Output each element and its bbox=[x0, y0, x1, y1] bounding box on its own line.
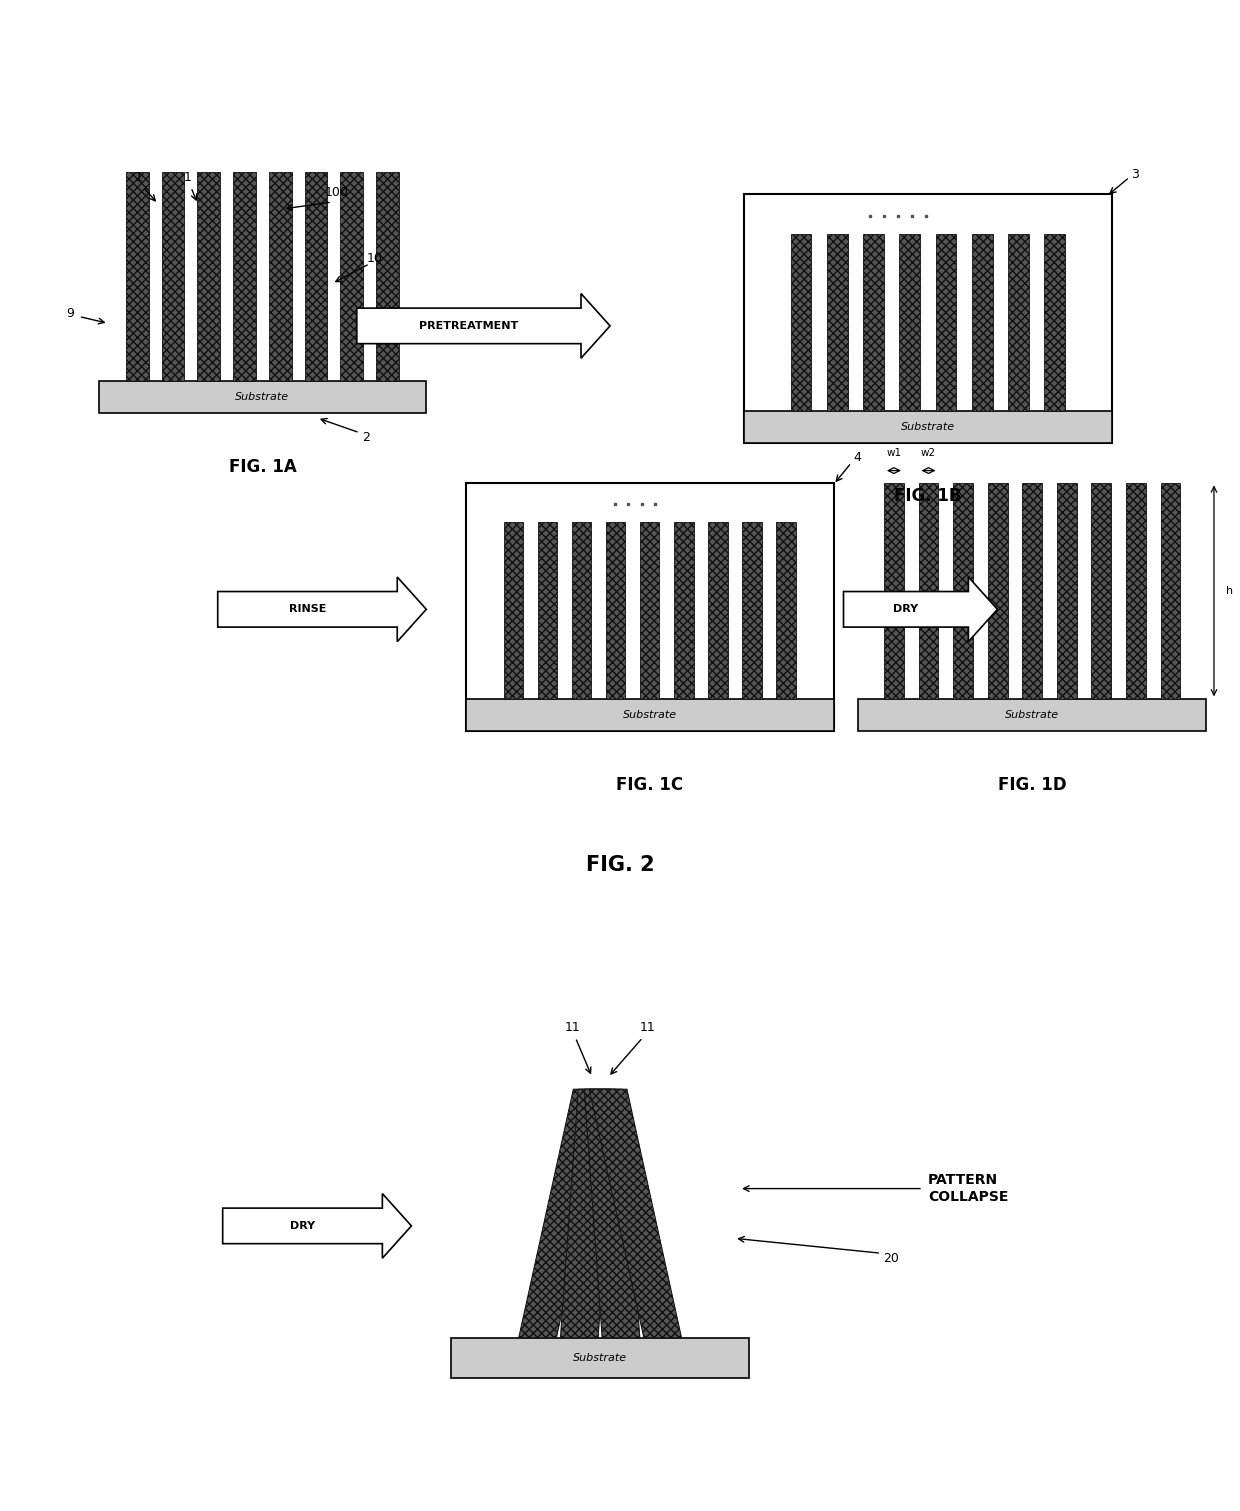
Text: 11: 11 bbox=[640, 1021, 656, 1035]
Polygon shape bbox=[589, 1089, 682, 1337]
Bar bbox=[919, 482, 939, 700]
Bar bbox=[503, 523, 523, 700]
Bar bbox=[305, 172, 327, 381]
Text: FIG. 1A: FIG. 1A bbox=[228, 458, 296, 476]
Polygon shape bbox=[223, 1194, 412, 1259]
Bar bbox=[572, 523, 591, 700]
Bar bbox=[884, 482, 904, 700]
Bar bbox=[640, 523, 660, 700]
Bar bbox=[1091, 482, 1111, 700]
Bar bbox=[954, 482, 973, 700]
Text: h: h bbox=[1226, 586, 1233, 595]
Bar bbox=[791, 234, 811, 411]
Polygon shape bbox=[584, 1089, 640, 1337]
Text: 3: 3 bbox=[1132, 168, 1140, 181]
Bar bbox=[197, 172, 221, 381]
Bar bbox=[743, 523, 761, 700]
Text: Substrate: Substrate bbox=[900, 422, 955, 432]
Bar bbox=[98, 381, 427, 413]
Bar bbox=[744, 193, 1112, 443]
Bar bbox=[1126, 482, 1146, 700]
Text: FIG. 1C: FIG. 1C bbox=[616, 775, 683, 793]
Text: PRETREATMENT: PRETREATMENT bbox=[419, 320, 518, 331]
Bar bbox=[606, 523, 625, 700]
Bar bbox=[376, 172, 399, 381]
Text: DRY: DRY bbox=[290, 1221, 315, 1231]
Bar bbox=[1044, 234, 1065, 411]
Text: w1: w1 bbox=[887, 447, 901, 458]
Bar bbox=[744, 411, 1112, 443]
Bar bbox=[466, 700, 833, 731]
Bar bbox=[269, 172, 291, 381]
Text: 11: 11 bbox=[564, 1021, 580, 1035]
Text: Substrate: Substrate bbox=[573, 1352, 627, 1363]
Bar bbox=[1008, 234, 1029, 411]
Text: PATTERN
COLLAPSE: PATTERN COLLAPSE bbox=[928, 1174, 1008, 1204]
Text: FIG. 1D: FIG. 1D bbox=[998, 775, 1066, 793]
Text: w2: w2 bbox=[921, 447, 936, 458]
Bar bbox=[675, 523, 693, 700]
Text: 100: 100 bbox=[325, 186, 348, 199]
Text: 9: 9 bbox=[66, 307, 73, 320]
Text: Substrate: Substrate bbox=[236, 391, 289, 402]
Bar bbox=[858, 700, 1207, 731]
Bar bbox=[1056, 482, 1076, 700]
Polygon shape bbox=[518, 1089, 611, 1337]
Bar bbox=[451, 1337, 749, 1378]
Polygon shape bbox=[560, 1089, 616, 1337]
Text: Substrate: Substrate bbox=[622, 710, 677, 721]
Bar bbox=[538, 523, 557, 700]
Bar bbox=[708, 523, 728, 700]
Bar bbox=[863, 234, 884, 411]
Text: Substrate: Substrate bbox=[1006, 710, 1059, 721]
Bar bbox=[776, 523, 796, 700]
Bar bbox=[1161, 482, 1180, 700]
Bar bbox=[161, 172, 185, 381]
Bar bbox=[936, 234, 956, 411]
Text: 1: 1 bbox=[184, 171, 192, 184]
Text: DRY: DRY bbox=[893, 604, 919, 615]
Text: FIG. 1B: FIG. 1B bbox=[894, 488, 962, 506]
Text: 20: 20 bbox=[883, 1251, 899, 1265]
Polygon shape bbox=[357, 293, 610, 358]
Text: 2: 2 bbox=[362, 431, 370, 444]
Bar bbox=[1022, 482, 1042, 700]
Bar bbox=[899, 234, 920, 411]
Bar bbox=[341, 172, 363, 381]
Bar bbox=[827, 234, 848, 411]
Polygon shape bbox=[218, 577, 427, 642]
Text: RINSE: RINSE bbox=[289, 604, 326, 615]
Polygon shape bbox=[843, 577, 997, 642]
Text: 1: 1 bbox=[134, 171, 143, 184]
Bar bbox=[988, 482, 1008, 700]
Text: FIG. 2: FIG. 2 bbox=[585, 855, 655, 875]
Bar bbox=[125, 172, 149, 381]
Bar bbox=[972, 234, 993, 411]
Bar bbox=[233, 172, 255, 381]
Bar bbox=[466, 482, 833, 731]
Text: 10: 10 bbox=[367, 252, 383, 266]
Text: 4: 4 bbox=[853, 452, 862, 464]
